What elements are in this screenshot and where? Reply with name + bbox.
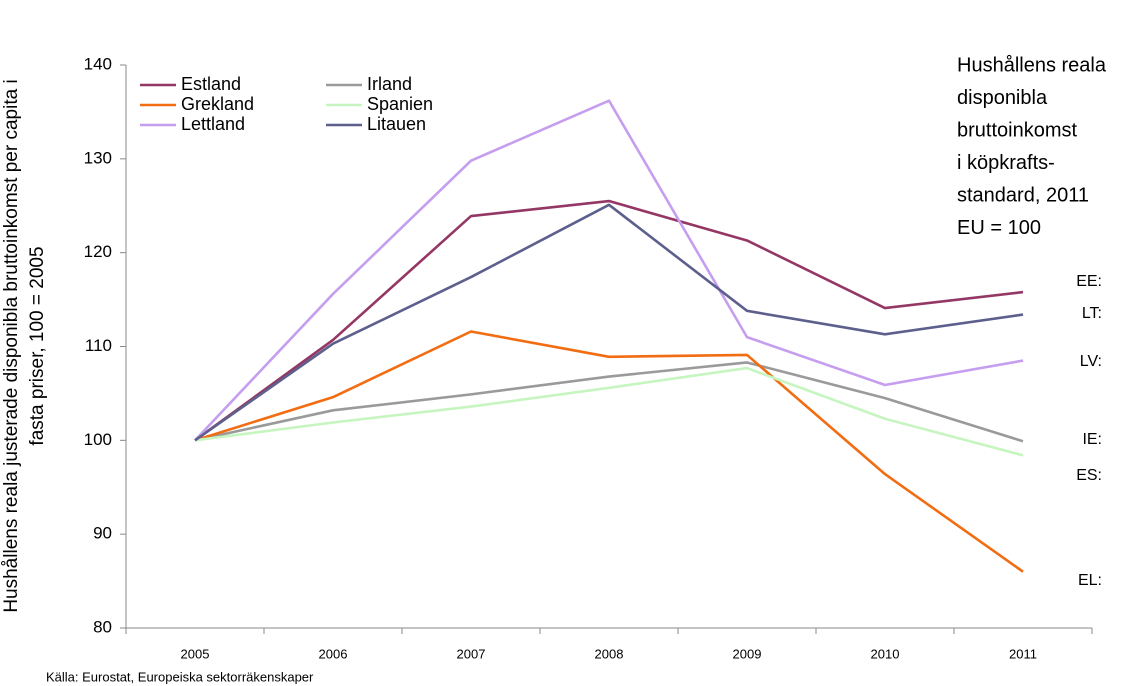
- note: i köpkrafts-: [957, 152, 1055, 174]
- x-tick-label: 2006: [319, 646, 348, 661]
- legend-label: Litauen: [367, 114, 426, 134]
- legend-label: Lettland: [181, 114, 245, 134]
- series-line: [194, 361, 1024, 443]
- y-tick-label: 140: [84, 54, 112, 73]
- y-tick-label: 100: [84, 430, 112, 449]
- y-tick-label: 130: [84, 148, 112, 167]
- note: bruttoinkomst: [957, 119, 1077, 141]
- y-axis-label: Hushållens reala justerade disponibla br…: [1, 79, 22, 612]
- series-line: [194, 203, 1024, 442]
- series-line: [194, 199, 1024, 442]
- series-line: [194, 99, 1024, 442]
- x-tick-label: 2010: [871, 646, 900, 661]
- legend-label: Grekland: [181, 94, 254, 114]
- note: Hushållens reala: [957, 54, 1107, 76]
- end-label: IE:: [1082, 431, 1102, 448]
- end-label: ES:: [1076, 467, 1102, 484]
- x-tick-label: 2009: [733, 646, 762, 661]
- y-axis-label: fasta priser, 100 = 2005: [27, 246, 48, 445]
- legend-label: Irland: [367, 74, 412, 94]
- x-tick-label: 2011: [1009, 646, 1037, 661]
- y-tick-label: 80: [93, 617, 112, 636]
- x-tick-label: 2007: [457, 646, 486, 661]
- source: Källa: Eurostat, Europeiska sektorräkens…: [46, 669, 314, 684]
- x-tick-label: 2005: [181, 646, 210, 661]
- y-tick-label: 90: [93, 524, 112, 543]
- y-tick-label: 120: [84, 242, 112, 261]
- legend-label: Spanien: [367, 94, 433, 114]
- y-tick-label: 110: [85, 336, 112, 355]
- end-label: EL:: [1078, 572, 1102, 589]
- series-line: [194, 366, 1024, 457]
- end-label: EE:: [1076, 273, 1102, 290]
- x-tick-label: 2008: [595, 646, 624, 661]
- series-line: [194, 330, 1024, 573]
- legend-label: Estland: [181, 74, 241, 94]
- end-label: LV:: [1080, 353, 1102, 370]
- note: EU = 100: [957, 217, 1041, 239]
- note: standard, 2011: [957, 184, 1089, 206]
- note: disponibla: [957, 87, 1048, 109]
- end-label: LT:: [1082, 305, 1102, 322]
